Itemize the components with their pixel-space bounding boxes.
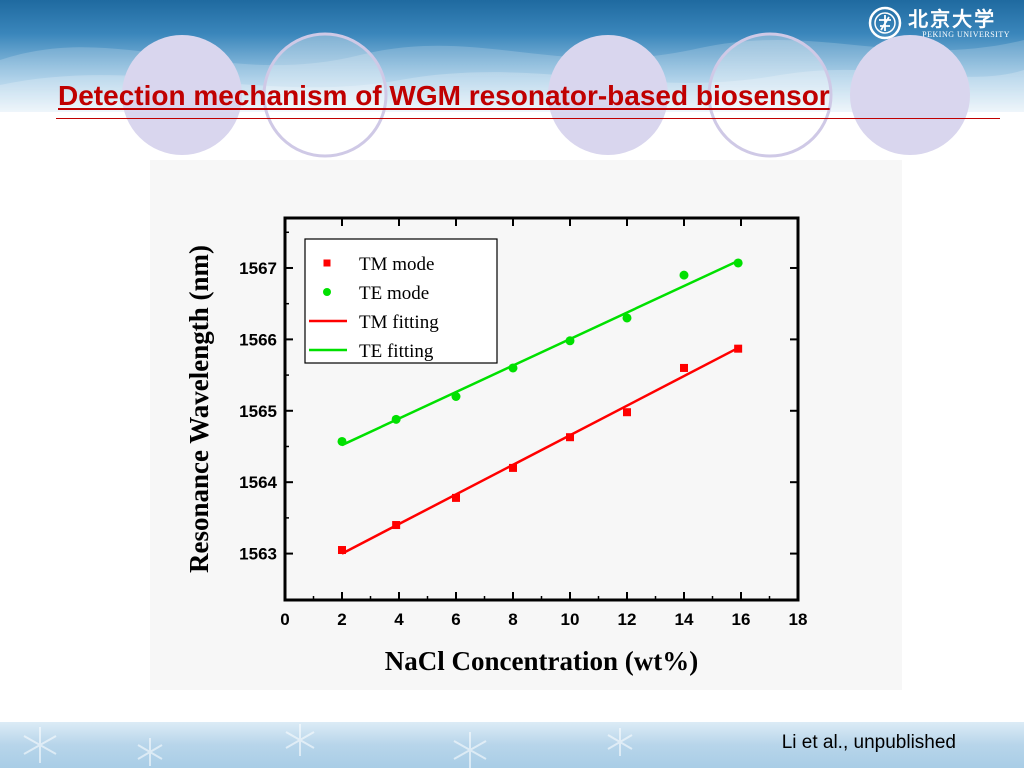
title-underline-rule: [56, 118, 1000, 119]
x-tick-label: 16: [732, 610, 751, 629]
y-tick-label: 1565: [239, 402, 277, 421]
x-axis-label: NaCl Concentration (wt%): [385, 646, 698, 676]
data-point-tm: [623, 408, 631, 417]
data-point-tm: [566, 433, 574, 442]
data-point-te: [733, 258, 743, 268]
x-tick-label: 8: [508, 610, 517, 629]
peking-university-seal-icon: [868, 6, 902, 40]
data-point-tm: [338, 546, 346, 555]
legend-label: TM fitting: [359, 312, 439, 333]
legend-marker-tm: [323, 259, 331, 267]
x-tick-label: 4: [394, 610, 404, 629]
legend-label: TM mode: [359, 254, 434, 275]
x-tick-label: 18: [789, 610, 808, 629]
data-point-tm: [680, 363, 688, 372]
data-point-tm: [734, 344, 743, 353]
logo-english-name: PEKING UNIVERSITY: [922, 29, 1010, 39]
data-point-tm: [392, 521, 401, 530]
y-tick-label: 1563: [239, 545, 277, 564]
data-point-te: [337, 436, 347, 446]
data-point-te: [565, 336, 575, 346]
fit-line-te: [341, 259, 739, 447]
slide-title: Detection mechanism of WGM resonator-bas…: [58, 80, 830, 111]
legend-label: TE mode: [359, 283, 429, 304]
y-tick-label: 1566: [239, 330, 277, 349]
x-tick-label: 10: [561, 610, 580, 629]
chart: 0 2 4 6 8 10 12 14 16 18 1563 1564 1565 1566 1567 NaCl …: [184, 216, 808, 676]
data-point-te: [508, 363, 518, 373]
x-tick-label: 0: [280, 610, 289, 629]
data-point-tm: [452, 493, 460, 502]
x-tick-label: 2: [337, 610, 346, 629]
data-point-te: [391, 414, 401, 424]
footer-band: [0, 722, 1024, 768]
legend-marker-te: [323, 288, 331, 296]
chart-panel: 0 2 4 6 8 10 12 14 16 18 1563 1564 1565 1566 1567 NaCl …: [150, 160, 902, 690]
citation: Li et al., unpublished: [781, 732, 956, 753]
logo-chinese-name: 北京大学: [908, 6, 997, 31]
legend-label: TE fitting: [359, 341, 434, 362]
data-point-te: [451, 392, 461, 402]
data-point-te: [622, 313, 632, 323]
data-point-tm: [509, 463, 517, 472]
x-tick-label: 12: [618, 610, 637, 629]
y-axis-label: Resonance Wavelength (nm): [184, 245, 214, 573]
y-tick-label: 1567: [239, 259, 277, 278]
data-point-te: [679, 270, 689, 280]
y-tick-label: 1564: [239, 473, 277, 492]
x-tick-label: 6: [451, 610, 460, 629]
fit-line-tm: [341, 346, 739, 555]
x-tick-label: 14: [675, 610, 694, 629]
footer-snowflake-decoration: [23, 724, 633, 768]
legend-box: [304, 238, 498, 364]
logo: 北京大学 PEKING UNIVERSITY: [868, 4, 1010, 42]
